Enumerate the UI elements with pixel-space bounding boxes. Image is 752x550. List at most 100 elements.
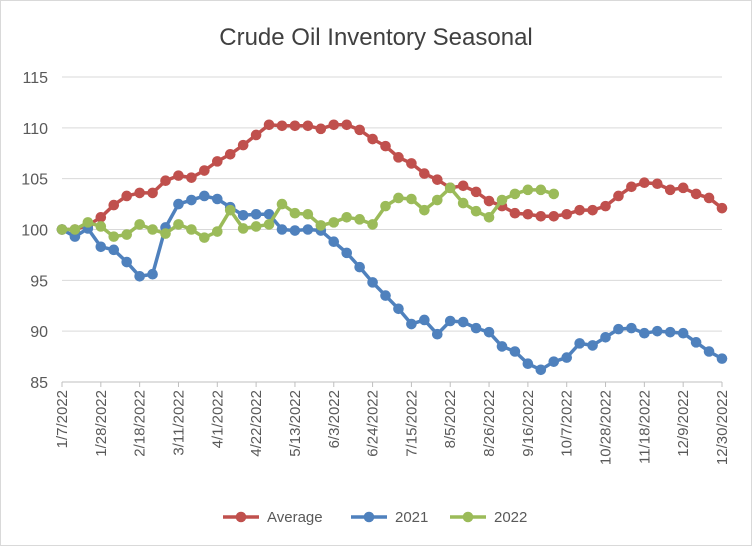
data-point-2021 bbox=[457, 316, 469, 328]
data-point-average bbox=[703, 192, 715, 204]
legend-marker-average bbox=[235, 511, 247, 523]
data-point-average bbox=[457, 180, 469, 192]
data-point-2022 bbox=[82, 217, 94, 228]
y-tick-label: 85 bbox=[30, 375, 48, 392]
data-point-average bbox=[224, 148, 236, 160]
data-point-2022 bbox=[237, 223, 249, 234]
legend-label-average: Average bbox=[267, 509, 323, 526]
x-tick-label: 2/18/2022 bbox=[132, 390, 149, 457]
data-point-2022 bbox=[341, 212, 353, 223]
data-point-2021 bbox=[95, 241, 107, 253]
data-point-2022 bbox=[199, 232, 210, 243]
data-point-2021 bbox=[289, 225, 301, 236]
data-point-average bbox=[328, 119, 340, 131]
data-point-2022 bbox=[276, 198, 288, 210]
data-point-2021 bbox=[354, 261, 365, 273]
data-point-2021 bbox=[134, 270, 145, 282]
data-point-2022 bbox=[431, 194, 443, 206]
data-point-2021 bbox=[147, 268, 158, 280]
chart-title: Crude Oil Inventory Seasonal bbox=[219, 24, 533, 51]
data-point-average bbox=[186, 172, 197, 183]
data-point-2021 bbox=[522, 358, 534, 370]
data-point-average bbox=[587, 204, 598, 216]
data-point-2021 bbox=[419, 314, 430, 326]
legend-label-2022: 2022 bbox=[494, 509, 527, 526]
data-point-2021 bbox=[211, 193, 223, 205]
series-line-2021 bbox=[60, 194, 724, 372]
data-point-2021 bbox=[626, 322, 637, 334]
data-point-average bbox=[341, 119, 353, 131]
data-point-average bbox=[664, 184, 676, 196]
data-point-average bbox=[263, 119, 275, 131]
data-point-2022 bbox=[173, 219, 184, 230]
data-point-2021 bbox=[548, 356, 560, 367]
data-point-2021 bbox=[664, 326, 676, 338]
x-tick-label: 1/28/2022 bbox=[93, 390, 110, 457]
data-point-average bbox=[95, 212, 107, 223]
data-point-average bbox=[289, 120, 301, 132]
x-tick-label: 5/13/2022 bbox=[287, 390, 304, 457]
data-point-2022 bbox=[457, 197, 469, 209]
x-tick-label: 1/7/2022 bbox=[54, 390, 71, 448]
data-point-2022 bbox=[147, 224, 158, 235]
data-point-2021 bbox=[393, 303, 404, 315]
data-point-average bbox=[483, 195, 495, 207]
data-point-2021 bbox=[496, 341, 508, 352]
legend-label-2021: 2021 bbox=[395, 509, 428, 526]
data-point-2022 bbox=[134, 219, 145, 230]
x-tick-label: 3/11/2022 bbox=[170, 390, 187, 456]
data-point-average bbox=[121, 190, 133, 202]
data-point-2022 bbox=[419, 204, 430, 216]
data-point-2022 bbox=[302, 208, 314, 220]
data-point-2021 bbox=[587, 340, 598, 351]
data-point-average bbox=[199, 165, 210, 176]
data-point-average bbox=[160, 175, 171, 186]
data-point-average bbox=[716, 202, 728, 214]
data-point-average bbox=[276, 120, 288, 132]
data-point-2021 bbox=[250, 208, 262, 220]
data-point-2022 bbox=[160, 228, 171, 239]
data-point-2021 bbox=[341, 247, 353, 259]
data-point-average bbox=[522, 208, 534, 220]
series-2021 bbox=[56, 190, 728, 376]
data-point-2022 bbox=[496, 194, 508, 206]
data-point-2021 bbox=[108, 244, 120, 256]
x-tick-label: 4/22/2022 bbox=[248, 390, 265, 457]
x-axis: 1/7/2022 1/28/2022 2/18/2022 3/11/2022 4/1/2… bbox=[54, 381, 731, 465]
data-point-average bbox=[690, 188, 702, 200]
data-point-2022 bbox=[393, 192, 404, 204]
data-point-2022 bbox=[535, 184, 547, 196]
series-line-average bbox=[60, 123, 724, 232]
data-point-average bbox=[250, 129, 262, 141]
data-point-2022 bbox=[548, 188, 560, 200]
x-tick-label: 7/15/2022 bbox=[403, 390, 420, 457]
data-point-2021 bbox=[613, 323, 624, 335]
data-point-2021 bbox=[716, 353, 728, 364]
data-point-2021 bbox=[444, 315, 456, 327]
data-point-2021 bbox=[600, 331, 611, 343]
data-point-2022 bbox=[263, 219, 275, 230]
data-point-2022 bbox=[522, 184, 534, 196]
data-point-2022 bbox=[69, 224, 81, 235]
data-point-2022 bbox=[250, 221, 262, 232]
data-point-2022 bbox=[509, 188, 521, 200]
x-tick-label: 10/7/2022 bbox=[559, 390, 576, 457]
x-tick-label: 12/9/2022 bbox=[675, 390, 692, 457]
data-point-average bbox=[470, 186, 482, 198]
data-point-average bbox=[393, 152, 404, 163]
data-point-average bbox=[677, 182, 689, 194]
data-point-average bbox=[134, 187, 145, 199]
data-point-2021 bbox=[263, 208, 275, 220]
x-tick-label: 11/18/2022 bbox=[636, 390, 653, 464]
y-tick-label: 90 bbox=[30, 324, 48, 341]
data-point-average bbox=[302, 120, 314, 132]
data-point-2022 bbox=[406, 193, 417, 205]
data-point-2021 bbox=[431, 328, 443, 340]
data-point-2022 bbox=[224, 204, 236, 216]
data-point-average bbox=[600, 200, 611, 212]
data-point-2021 bbox=[677, 327, 689, 339]
data-point-2021 bbox=[380, 290, 391, 301]
data-point-2022 bbox=[108, 231, 120, 242]
